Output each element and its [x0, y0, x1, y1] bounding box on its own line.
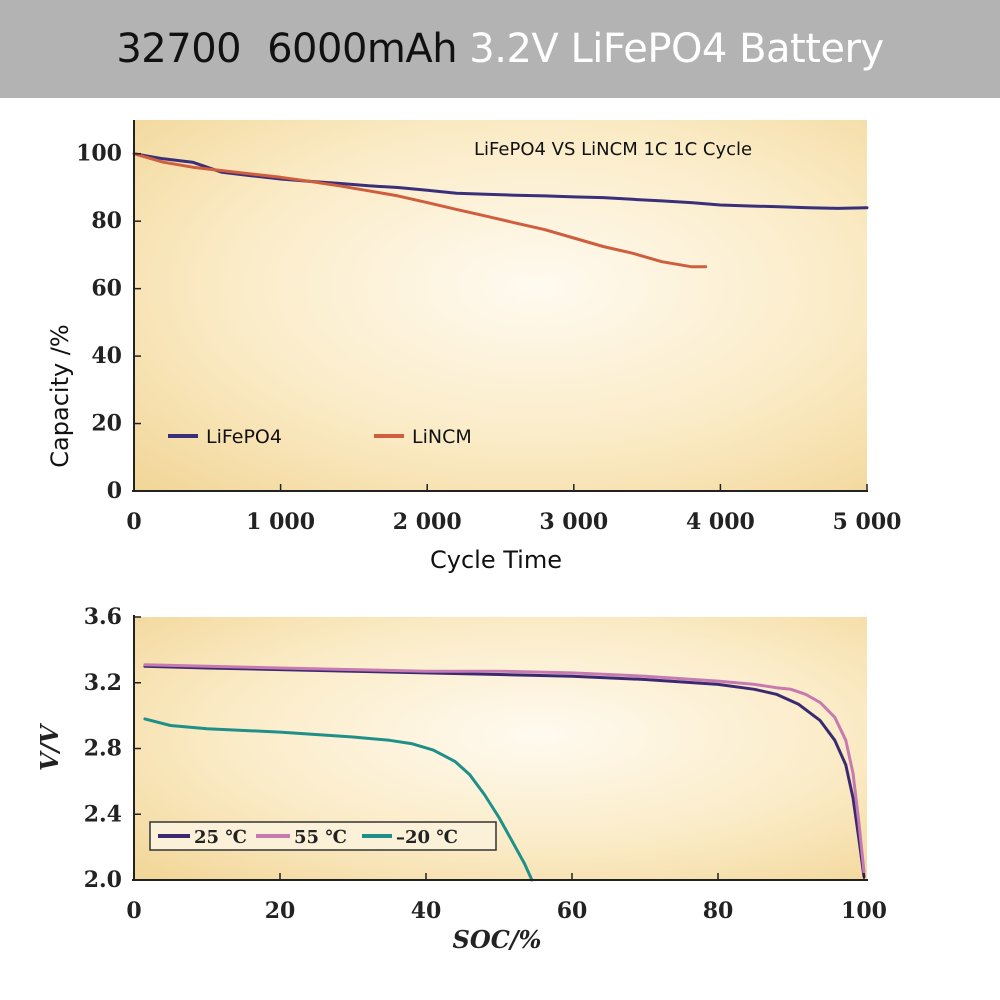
discharge-chart: 2.0 2.4 2.8 3.2 3.6 0 20 40 60 80 100 V/V SOC/% 2… — [35, 604, 887, 954]
discharge-y-axis-title: V/V — [35, 723, 64, 771]
series-line-2 — [143, 717, 534, 882]
x-tick-label: 100 — [841, 898, 887, 924]
discharge-legend: 25 ℃ 55 ℃ –20 ℃ — [149, 821, 497, 851]
y-tick-label: 2.4 — [84, 801, 122, 827]
cycle-chart-annotation: LiFePO4 VS LiNCM 1C 1C Cycle — [474, 139, 752, 160]
cycle-plot-area — [134, 120, 867, 490]
legend-label-55c: 55 ℃ — [294, 827, 347, 848]
cycle-x-axis-title: Cycle Time — [430, 546, 562, 574]
y-tick-label: 20 — [91, 411, 122, 437]
y-tick-label: 3.2 — [84, 670, 122, 696]
title-chemistry: 3.2V LiFePO4 Battery — [469, 26, 884, 72]
page-title: 32700 6000mAh 3.2V LiFePO4 Battery — [116, 26, 884, 72]
x-tick-label: 60 — [557, 898, 588, 924]
title-capacity: 6000mAh — [267, 26, 458, 72]
series-line-1 — [143, 663, 866, 874]
y-tick-label: 60 — [91, 276, 122, 302]
y-tick-label: 100 — [76, 141, 122, 167]
legend-label-lincm: LiNCM — [412, 426, 472, 448]
y-tick-label: 80 — [91, 208, 122, 234]
x-tick-label: 40 — [411, 898, 442, 924]
legend-label-minus20c: –20 ℃ — [396, 827, 458, 848]
x-tick-label: 20 — [265, 898, 296, 924]
title-model: 32700 — [116, 26, 242, 72]
y-tick-label: 0 — [107, 478, 122, 504]
legend-box — [149, 821, 497, 851]
discharge-x-axis-title: SOC/% — [453, 925, 542, 954]
legend-label-25c: 25 ℃ — [194, 827, 247, 848]
series-line-0 — [143, 664, 866, 879]
x-tick-label: 3 000 — [539, 509, 608, 535]
series-line-1 — [132, 152, 708, 269]
x-tick-label: 4 000 — [686, 509, 755, 535]
y-tick-label: 40 — [91, 343, 122, 369]
y-tick-label: 2.0 — [84, 867, 122, 893]
x-tick-label: 80 — [703, 898, 734, 924]
cycle-y-axis-title: Capacity /% — [46, 324, 74, 467]
series-line-0 — [132, 152, 869, 210]
cycle-legend: LiFePO4 LiNCM — [168, 426, 472, 448]
x-tick-label: 0 — [126, 898, 141, 924]
y-tick-label: 3.6 — [84, 604, 122, 630]
x-tick-label: 0 — [126, 509, 141, 535]
x-tick-label: 1 000 — [246, 509, 315, 535]
x-tick-label: 2 000 — [393, 509, 462, 535]
title-banner: 32700 6000mAh 3.2V LiFePO4 Battery — [0, 0, 1000, 98]
legend-label-lifepo4: LiFePO4 — [206, 426, 282, 448]
y-tick-label: 2.8 — [84, 736, 122, 762]
x-tick-label: 5 000 — [833, 509, 902, 535]
